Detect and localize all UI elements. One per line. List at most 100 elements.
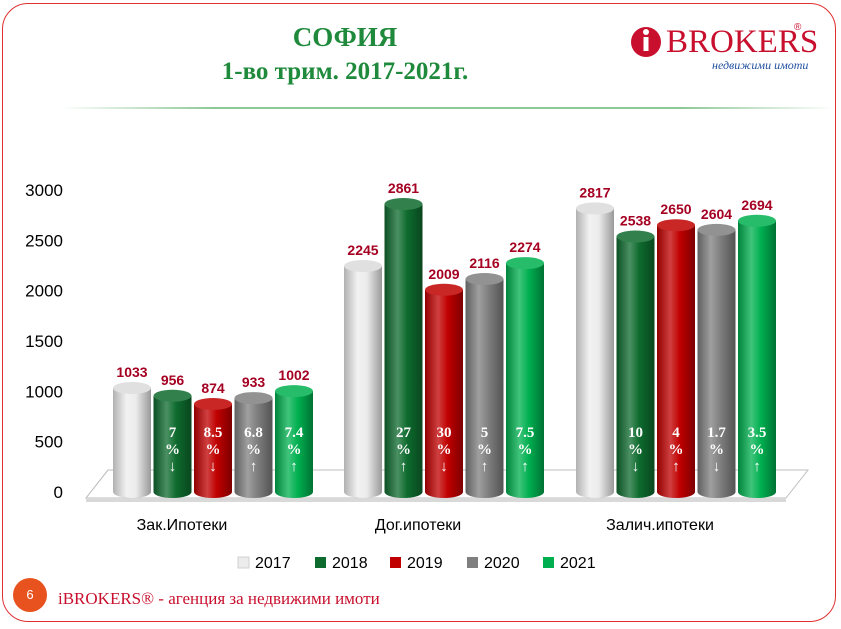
bar-2018-1 [384,203,423,498]
value-label: 2604 [701,206,732,222]
page-title: СОФИЯ [292,22,398,52]
bar-top-2021-1 [506,257,544,270]
bar-2021-0 [275,391,313,498]
legend-label: 2020 [484,555,520,572]
change-label: % [437,442,452,458]
bar-top-2020-1 [465,272,504,285]
bar-2019-2 [657,225,695,498]
change-label: % [396,442,411,458]
bar-2021-2 [738,220,776,498]
legend-label: 2017 [255,555,291,572]
value-label: 2817 [579,184,610,200]
bar-2017-0 [113,388,151,498]
bar-top-2017-1 [344,260,382,273]
bar-2018-0 [153,395,192,498]
legend-swatch-2019 [390,557,401,568]
bar-top-2021-0 [275,385,313,398]
value-label: 2245 [347,242,378,258]
change-label: 5 [481,425,489,441]
value-label: 874 [201,380,225,396]
bar-top-2017-0 [113,382,151,395]
change-label: 1.7 [707,425,726,441]
bar-top-2019-2 [657,219,695,232]
value-label: 2694 [741,197,772,213]
value-label: 1033 [116,364,147,380]
y-tick-label: 1500 [25,332,63,351]
change-label: ↓ [713,459,721,475]
bar-top-2019-1 [425,283,463,296]
value-label: 2009 [428,266,459,282]
y-tick-label: 3000 [25,181,63,200]
bar-2017-1 [344,266,382,498]
category-label: Дог.ипотеки [375,517,461,534]
legend-swatch-2020 [467,557,478,568]
change-label: 3.5 [748,425,767,441]
change-label: % [628,442,643,458]
change-label: ↑ [290,459,298,475]
logo-tagline: недвижими имоти [712,58,809,72]
y-tick-label: 1000 [25,382,63,401]
value-label: 2861 [388,180,419,196]
legend-label: 2021 [560,555,596,572]
legend-label: 2018 [332,555,368,572]
value-label: 956 [161,372,185,388]
change-label: ↑ [250,459,258,475]
value-label: 933 [242,374,266,390]
value-label: 2116 [469,255,500,271]
change-label: % [477,442,492,458]
change-label: ↓ [209,459,217,475]
change-label: ↑ [753,459,761,475]
change-label: % [165,442,180,458]
change-label: 7.5 [516,425,535,441]
logo-registered-mark: ® [794,22,802,33]
bar-top-2019-0 [194,398,232,411]
bar-2021-1 [506,263,544,498]
value-label: 2274 [509,239,540,255]
slide-frame [2,3,836,622]
change-label: ↑ [521,459,529,475]
change-label: ↓ [169,459,177,475]
bar-2020-1 [465,278,504,498]
change-label: ↓ [440,459,448,475]
value-label: 2650 [660,201,691,217]
change-label: % [518,442,533,458]
change-label: ↑ [481,459,489,475]
bar-top-2021-2 [738,214,776,227]
bar-2018-2 [616,236,655,498]
change-label: % [246,442,261,458]
change-label: ↓ [632,459,640,475]
change-label: % [750,442,765,458]
change-label: 30 [437,425,452,441]
value-label: 1002 [278,367,309,383]
change-label: 8.5 [204,425,223,441]
change-label: % [669,442,684,458]
legend-swatch-2021 [543,557,554,568]
title-divider [60,107,835,109]
legend-swatch-2017 [237,556,250,569]
category-label: Зак.Ипотеки [137,517,228,534]
bar-2020-0 [234,398,273,498]
change-label: 6.8 [244,425,263,441]
bar-2020-2 [697,229,736,498]
bar-top-2018-2 [616,230,655,243]
bar-top-2017-2 [576,202,614,215]
bar-2017-2 [576,208,614,498]
change-label: ↑ [672,459,680,475]
bar-top-2018-1 [384,197,423,210]
bar-top-2018-0 [153,389,192,402]
change-label: % [206,442,221,458]
page-subtitle: 1-во трим. 2017-2021г. [221,58,469,85]
logo-name: BROKERS [666,24,819,60]
legend-label: 2019 [407,555,443,572]
chart-floor-edge [86,498,786,502]
change-label: 27 [396,425,412,441]
change-label: % [709,442,724,458]
legend-swatch-2018 [315,557,326,568]
bar-top-2020-0 [234,392,273,405]
y-tick-label: 2500 [25,231,63,250]
change-label: 4 [672,425,680,441]
change-label: 7.4 [285,425,304,441]
category-label: Залич.ипотеки [606,517,714,534]
brand-logo: BROKERS ® недвижими имоти [622,18,818,78]
change-label: 7 [169,425,177,441]
